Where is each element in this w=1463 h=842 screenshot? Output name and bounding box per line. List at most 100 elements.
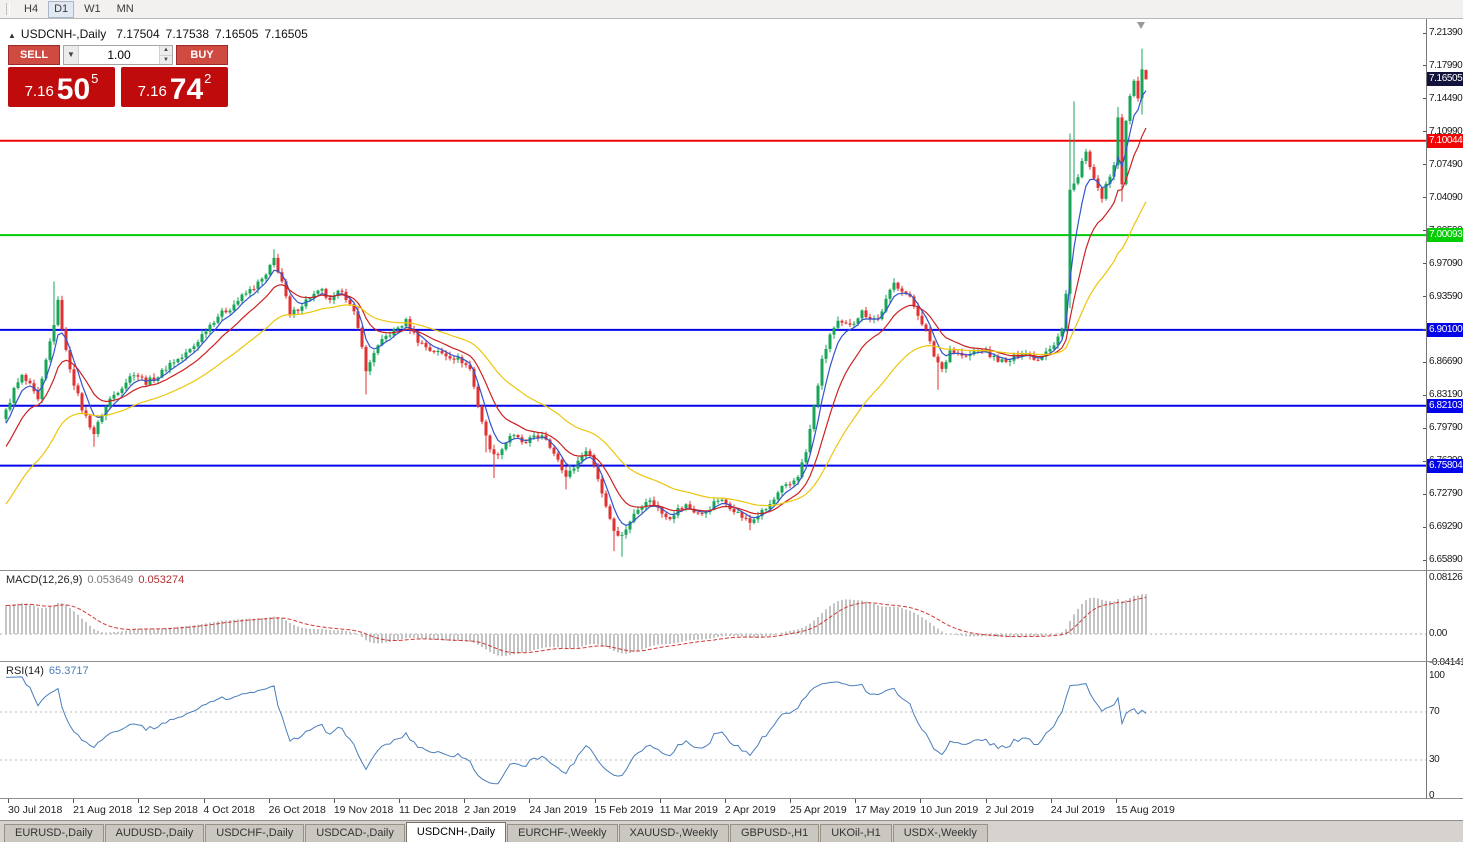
price-axis-label: 6.65890	[1429, 554, 1463, 566]
price-axis-label: 6.86690	[1429, 356, 1463, 368]
chart-tab-eurusd-daily[interactable]: EURUSD-,Daily	[4, 824, 104, 842]
chart-tab-xauusd-weekly[interactable]: XAUUSD-,Weekly	[618, 824, 729, 842]
buy-button[interactable]: BUY	[176, 45, 228, 65]
horizontal-level-lines[interactable]	[0, 139, 1427, 467]
timeframe-buttons: H4 D1 W1 MN	[18, 0, 140, 18]
chart-tab-usdcnh-daily[interactable]: USDCNH-,Daily	[405, 822, 507, 842]
price-axis[interactable]: 7.21390 7.17990 7.14490 7.10990 7.07490 7.040…	[1423, 19, 1463, 801]
macd-signal-line	[5, 596, 1147, 654]
volume-decrease-icon[interactable]: ▼	[160, 55, 172, 64]
price-axis-tick	[1423, 197, 1427, 199]
buy-price-pips: 74	[169, 73, 204, 106]
date-axis-label: 30 Jul 2018	[8, 804, 63, 816]
price-axis-tick	[1423, 131, 1427, 133]
price-axis-label: 7.17990	[1429, 59, 1463, 71]
date-axis-label: 24 Jan 2019	[529, 804, 588, 816]
timeframe-button-mn[interactable]: MN	[116, 2, 134, 15]
chart-tab-usdx-weekly[interactable]: USDX-,Weekly	[892, 824, 988, 842]
price-axis-tick	[1423, 559, 1427, 561]
price-axis-tick	[1423, 65, 1427, 67]
date-axis-tick	[464, 799, 466, 803]
rsi-title: RSI(14)	[6, 665, 44, 677]
price-axis-label: 7.10990	[1429, 125, 1463, 137]
toolbar-grip-handle[interactable]	[6, 3, 10, 15]
macd-axis-label: -0.041412	[1429, 656, 1463, 668]
rsi-label: RSI(14) 65.3717	[6, 665, 94, 677]
price-axis-tick	[1423, 526, 1427, 528]
rsi-panel-separator[interactable]	[0, 661, 1463, 662]
date-axis-tick	[8, 799, 9, 803]
ohlc-close: 7.16505	[264, 27, 308, 41]
current-price-badge: 7.16505	[1427, 72, 1463, 87]
chart-header: ▲ USDCNH-,Daily 7.17504 7.17538 7.16505 7.165…	[8, 27, 314, 41]
ma-slow-yellow-line	[5, 201, 1147, 507]
date-axis-label: 2 Apr 2019	[724, 804, 776, 816]
date-axis-tick	[920, 799, 922, 803]
timeframe-button-w1[interactable]: W1	[84, 2, 101, 15]
timeframe-button-h4[interactable]: H4	[24, 2, 39, 15]
date-axis-label: 21 Aug 2018	[73, 804, 133, 816]
level-price-badge: 6.90100	[1427, 322, 1463, 337]
collapse-panel-icon[interactable]: ▲	[8, 31, 16, 40]
date-axis-tick	[529, 799, 531, 803]
price-axis-label: 6.97090	[1429, 257, 1463, 269]
volume-input[interactable]: 1.00	[107, 48, 131, 62]
timeframe-button-d1[interactable]: D1	[48, 0, 75, 18]
level-price-badge: 7.10044	[1427, 133, 1463, 148]
chart-window: ▲ USDCNH-,Daily 7.17504 7.17538 7.16505 7.165…	[0, 19, 1463, 820]
date-axis-tick	[790, 799, 792, 803]
chart-tab-gbpusd-h1[interactable]: GBPUSD-,H1	[729, 824, 820, 842]
date-axis-tick	[138, 799, 140, 803]
sell-price-pips: 50	[56, 73, 91, 106]
date-axis-label: 2 Jul 2019	[985, 804, 1035, 816]
rsi-indicator-chart[interactable]	[0, 662, 1427, 798]
rsi-axis-label: 70	[1429, 706, 1440, 717]
level-price-badge: 7.00093	[1427, 228, 1463, 243]
chart-tab-audusd-daily[interactable]: AUDUSD-,Daily	[104, 824, 205, 842]
date-axis-tick	[1115, 799, 1117, 803]
chart-tab-ukoil-h1[interactable]: UKOil-,H1	[820, 824, 892, 842]
price-axis-label: 6.83190	[1429, 389, 1463, 401]
chart-tab-usdcad-daily[interactable]: USDCAD-,Daily	[305, 824, 405, 842]
macd-title: MACD(12,26,9)	[6, 574, 83, 586]
date-axis-tick	[594, 799, 596, 803]
price-axis-tick	[1423, 460, 1427, 462]
date-axis-label: 24 Jul 2019	[1050, 804, 1106, 816]
macd-panel-separator[interactable]	[0, 570, 1463, 571]
date-axis-tick	[203, 799, 205, 803]
price-axis-label: 7.21390	[1429, 27, 1463, 38]
sell-price-button[interactable]: 7.16 50 5	[8, 67, 115, 107]
price-axis-label: 6.69290	[1429, 521, 1463, 533]
ma-fast-blue-line	[5, 90, 1147, 526]
volume-dropdown-icon[interactable]: ▼	[64, 46, 79, 64]
buy-price-big: 7.16	[137, 83, 167, 100]
macd-signal-value: 0.053274	[138, 574, 185, 586]
main-price-chart[interactable]	[0, 19, 1427, 571]
price-axis-separator	[1426, 19, 1427, 799]
date-axis[interactable]: 30 Jul 2018 21 Aug 2018 12 Sep 2018 4 Oct 2…	[0, 799, 1427, 820]
macd-label: MACD(12,26,9) 0.053649 0.053274	[6, 574, 189, 586]
date-axis-label: 15 Feb 2019	[594, 804, 654, 816]
macd-indicator-chart[interactable]	[0, 571, 1427, 661]
price-axis-tick	[1423, 427, 1427, 429]
ohlc-open: 7.17504	[116, 27, 160, 41]
rsi-axis-label: 0	[1429, 790, 1435, 801]
buy-price-button[interactable]: 7.16 74 2	[121, 67, 228, 107]
volume-increase-icon[interactable]: ▲	[160, 46, 172, 56]
date-axis-tick	[724, 799, 726, 803]
macd-axis-label: 0.081265	[1429, 572, 1463, 583]
buy-price-sup: 2	[204, 71, 212, 86]
price-axis-tick	[1423, 394, 1427, 396]
chart-tab-eurchf-weekly[interactable]: EURCHF-,Weekly	[507, 824, 618, 842]
date-axis-tick	[1050, 799, 1052, 803]
macd-main-value: 0.053649	[87, 574, 134, 586]
one-click-trading-panel: SELL ▼ 1.00 ▲ ▼ BUY 7.16 50 5 7.16 74 2	[8, 45, 228, 107]
price-axis-tick	[1423, 164, 1427, 166]
price-axis-tick	[1423, 230, 1427, 232]
price-axis-tick	[1423, 493, 1427, 495]
price-axis-label: 6.79790	[1429, 422, 1463, 434]
chart-tab-usdchf-daily[interactable]: USDCHF-,Daily	[205, 824, 305, 842]
sell-button[interactable]: SELL	[8, 45, 60, 65]
date-axis-label: 19 Nov 2018	[333, 804, 394, 816]
